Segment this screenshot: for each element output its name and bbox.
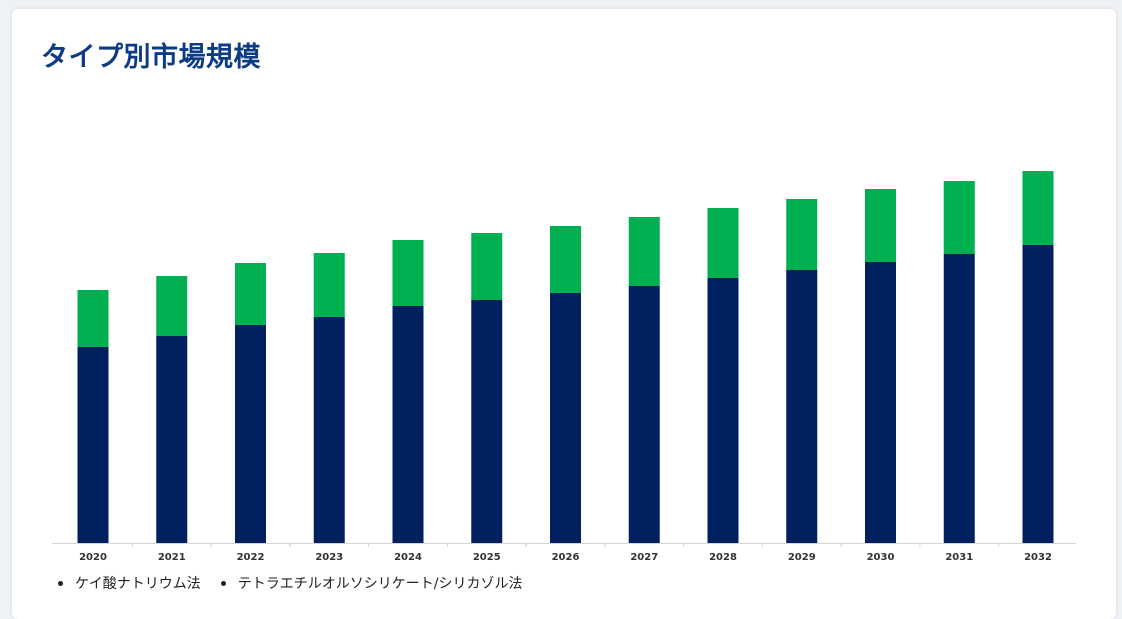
bar-segment-sodium-silicate: [1022, 245, 1054, 543]
bar-segment-sodium-silicate: [235, 325, 266, 543]
bar-segment-teos-silica-sol: [77, 290, 109, 347]
x-tick-label: 2029: [788, 552, 816, 563]
bar-segment-sodium-silicate: [392, 306, 424, 543]
bar-segment-teos-silica-sol: [943, 181, 975, 254]
bar-segment-teos-silica-sol: [235, 263, 266, 325]
bar-segment-sodium-silicate: [77, 347, 109, 543]
bar-segment-teos-silica-sol: [471, 233, 503, 300]
legend-bullet-icon: [58, 580, 63, 586]
bar-segment-sodium-silicate: [707, 278, 739, 543]
x-tick-label: 2030: [867, 552, 895, 563]
x-tick-label: 2028: [709, 552, 737, 563]
legend-label: ケイ酸ナトリウム法: [75, 576, 201, 592]
bar-segment-teos-silica-sol: [786, 199, 818, 270]
x-tick-label: 2032: [1024, 552, 1052, 563]
bar-segment-teos-silica-sol: [550, 226, 581, 293]
x-tick-label: 2024: [394, 552, 422, 563]
bar-segment-sodium-silicate: [865, 262, 896, 543]
bar-segment-teos-silica-sol: [865, 189, 896, 262]
legend-item-sodium-silicate: ケイ酸ナトリウム法: [58, 573, 201, 593]
bar-segment-teos-silica-sol: [628, 217, 660, 286]
stacked-bar-chart: 2020 2021 2022 2023 2024 2025 2026 2027 2028 2029…: [52, 171, 1076, 563]
x-tick-label: 2021: [158, 552, 186, 563]
bar-segment-teos-silica-sol: [1022, 171, 1054, 245]
bar-segment-sodium-silicate: [628, 286, 660, 543]
legend-label: テトラエチルオルソシリケート/シリカゾル法: [237, 576, 523, 592]
bar-segment-teos-silica-sol: [707, 208, 739, 278]
bar-segment-teos-silica-sol: [313, 253, 345, 317]
bar-segment-sodium-silicate: [943, 254, 975, 543]
bar-segment-sodium-silicate: [786, 270, 818, 543]
bar-segment-teos-silica-sol: [392, 240, 424, 306]
x-tick-label: 2031: [945, 552, 973, 563]
bar-segment-sodium-silicate: [550, 293, 581, 543]
x-tick-label: 2026: [552, 552, 580, 563]
bar-segment-teos-silica-sol: [156, 276, 188, 336]
x-tick-label: 2023: [315, 552, 343, 563]
x-tick-label: 2022: [237, 552, 265, 563]
bar-segment-sodium-silicate: [156, 336, 188, 543]
page-title: タイプ別市場規模: [41, 42, 261, 73]
legend-bullet-icon: [220, 580, 226, 586]
bar-segment-sodium-silicate: [471, 300, 503, 543]
x-tick-label: 2025: [473, 552, 501, 563]
bar-segment-sodium-silicate: [313, 317, 345, 543]
x-tick-label: 2027: [630, 552, 658, 563]
chart-legend: ケイ酸ナトリウム法 テトラエチルオルソシリケート/シリカゾル法: [58, 573, 522, 593]
legend-item-teos-silica-sol: テトラエチルオルソシリケート/シリカゾル法: [220, 573, 523, 593]
x-tick-label: 2020: [79, 552, 107, 563]
